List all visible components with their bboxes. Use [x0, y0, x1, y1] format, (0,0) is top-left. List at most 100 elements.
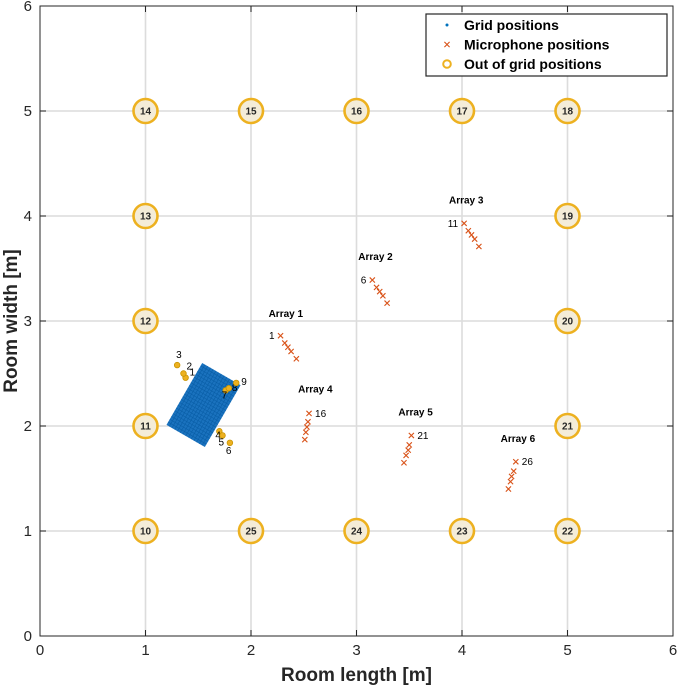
array-label: Array 2	[358, 252, 393, 263]
grid-block-line	[190, 382, 230, 406]
near-grid-positions: 123 456 789	[173, 350, 247, 457]
legend-x-marker	[444, 41, 450, 48]
legend-entry-label: Grid positions	[464, 17, 559, 33]
out-of-grid-marker	[132, 307, 159, 335]
microphone-marker	[288, 348, 295, 355]
out-of-grid-label: 17	[456, 107, 468, 118]
microphone-marker	[405, 447, 412, 454]
out-of-grid-label: 24	[351, 527, 363, 538]
array-first-mic-label: 1	[269, 331, 275, 342]
microphone-marker	[403, 452, 410, 459]
y-tick-label: 0	[24, 628, 32, 645]
out-of-grid-label: 18	[562, 107, 574, 118]
near-grid-marker	[233, 379, 240, 387]
near-grid-label: 7	[222, 390, 228, 401]
array-first-mic-label: 21	[417, 431, 429, 442]
near-grid-label: 1	[190, 368, 196, 379]
grid-block-line	[169, 418, 209, 442]
legend-dot-marker	[445, 23, 449, 27]
grid-block-line	[172, 413, 212, 437]
grid-block-line	[167, 421, 207, 445]
y-tick-label: 2	[24, 418, 32, 435]
grid-block	[166, 363, 241, 447]
out-of-grid-label: 20	[562, 317, 574, 328]
microphone-marker	[284, 344, 291, 351]
legend: Grid positions Microphone positions Out of…	[425, 13, 668, 77]
out-of-grid-label: 16	[351, 107, 363, 118]
array-first-mic-label: 16	[315, 409, 327, 420]
grid-block-line	[193, 376, 233, 400]
microphone-marker	[384, 300, 391, 307]
out-of-grid-marker	[554, 97, 581, 125]
microphone-array: Array 2 6	[358, 252, 393, 307]
grid-block-line	[176, 407, 215, 431]
out-of-grid-marker	[237, 517, 265, 545]
x-tick-label: 6	[669, 642, 677, 659]
near-grid-marker	[226, 439, 234, 446]
out-of-grid-marker	[132, 517, 159, 545]
out-of-grid-marker	[448, 97, 476, 125]
microphone-marker	[408, 432, 415, 439]
near-grid-marker	[180, 370, 187, 377]
grid-block-line	[171, 416, 210, 439]
grid-block-line	[179, 402, 218, 425]
microphone-marker	[461, 220, 468, 227]
x-tick-label: 4	[458, 642, 466, 659]
grid-block-line	[185, 390, 225, 414]
y-tick-label: 3	[24, 313, 32, 330]
microphone-marker	[379, 292, 386, 299]
out-of-grid-label: 11	[140, 422, 151, 433]
out-of-grid-label: 10	[140, 527, 152, 538]
near-grid-label: 3	[176, 350, 182, 361]
microphone-marker	[471, 236, 478, 243]
x-tick-label: 3	[352, 642, 360, 659]
out-of-grid-label: 15	[245, 107, 257, 118]
out-of-grid-marker	[343, 97, 370, 125]
microphone-marker	[468, 231, 475, 238]
x-tick-label: 2	[247, 642, 255, 659]
microphone-marker	[400, 459, 407, 466]
microphone-marker	[406, 441, 413, 448]
grid-block-line	[182, 396, 222, 420]
y-axis-label: Room width [m]	[1, 249, 22, 393]
legend-entry-label: Microphone positions	[464, 37, 610, 53]
out-of-grid-marker	[554, 307, 581, 335]
out-of-grid-label: 13	[140, 212, 152, 223]
near-grid-label: 8	[232, 383, 238, 394]
y-tick-label: 1	[24, 523, 32, 540]
array-first-mic-label: 11	[448, 219, 459, 230]
microphone-marker	[512, 458, 519, 465]
near-grid-marker	[216, 428, 223, 435]
microphone-array: Array 4 16	[298, 384, 333, 443]
out-of-grid-marker	[132, 97, 159, 125]
array-label: Array 5	[398, 408, 433, 419]
near-grid-label: 5	[219, 437, 225, 448]
out-of-grid-label: 12	[140, 317, 152, 328]
microphone-marker	[475, 243, 482, 250]
out-of-grid-label: 19	[562, 212, 574, 223]
legend-entry-label: Out of grid positions	[464, 56, 602, 72]
near-grid-marker	[219, 432, 226, 439]
out-of-grid-marker	[554, 517, 581, 545]
microphone-marker	[281, 340, 288, 347]
near-grid-label: 6	[226, 446, 232, 457]
out-of-grid-label: 22	[562, 527, 574, 538]
array-first-mic-label: 6	[361, 276, 367, 287]
grid-positions-block	[166, 363, 241, 447]
microphone-marker	[373, 284, 380, 291]
microphone-marker	[510, 468, 517, 475]
grid-block-line	[184, 393, 223, 417]
microphone-array: Array 5 21	[398, 408, 433, 466]
out-of-grid-marker	[237, 97, 265, 125]
grid-block-line	[174, 410, 214, 434]
x-tick-label: 5	[563, 642, 571, 659]
legend-box	[425, 13, 668, 77]
microphone-array: Array 6 26	[501, 434, 536, 492]
microphone-marker	[376, 288, 383, 295]
out-of-grid-label: 23	[456, 527, 468, 538]
array-label: Array 3	[449, 195, 484, 206]
out-of-grid-marker	[343, 517, 370, 545]
array-label: Array 6	[501, 434, 536, 445]
